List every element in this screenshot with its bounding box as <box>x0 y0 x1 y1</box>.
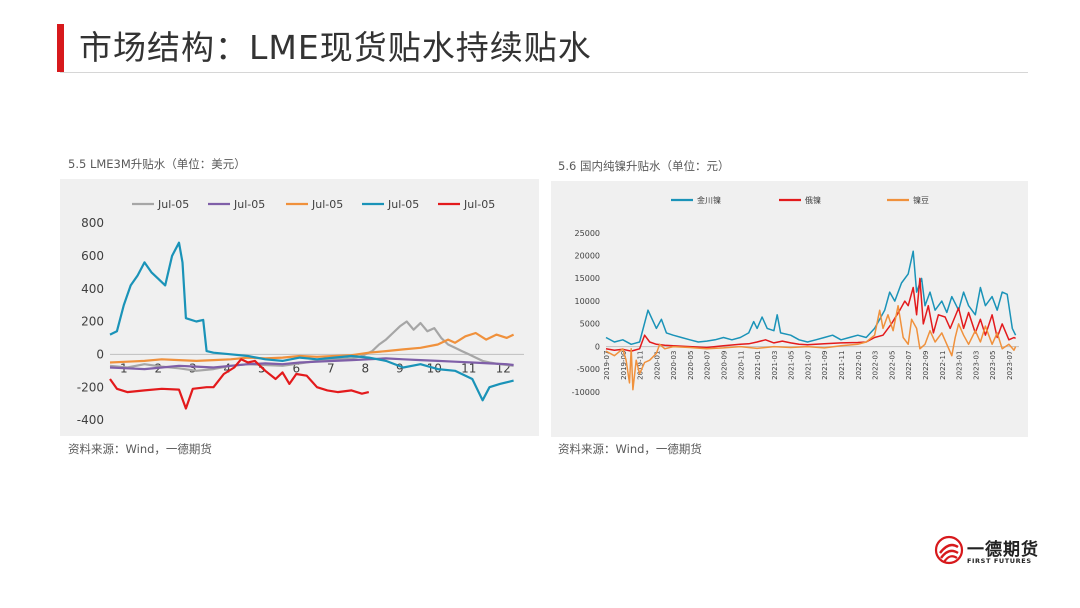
chart2-x-tick-label: 2019-11 <box>637 351 645 380</box>
chart2-panel: -10000 -5000 0 5000 10000 15000 20000 25000 2019… <box>551 181 1028 437</box>
chart2-x-tick-label: 2019-07 <box>603 351 611 380</box>
chart2-x-tick-label: 2020-03 <box>670 351 678 380</box>
chart1-y-tick-label: 600 <box>81 249 104 263</box>
chart2-x-tick-label: 2020-05 <box>687 351 695 380</box>
chart1-y-tick-label: 400 <box>81 282 104 296</box>
chart1-panel: -400 -200 0 200 400 600 800 1 2 3 4 5 6 7 8 9 10 11 12 Jul-… <box>60 179 539 436</box>
chart1-x-tick-label: 7 <box>327 361 335 375</box>
chart2-y-tick-label: 0 <box>595 342 600 351</box>
chart1-x-tick-label: 6 <box>292 361 300 375</box>
chart2-legend-label: 俄镍 <box>805 195 821 205</box>
chart1-series-line <box>109 331 515 364</box>
chart2-x-tick-label: 2023-01 <box>956 351 964 380</box>
page-title: 市场结构：LME现货贴水持续贴水 <box>79 28 592 67</box>
chart2-x-tick-label: 2022-01 <box>855 351 863 380</box>
chart2-y-tick-label: 10000 <box>575 297 600 306</box>
chart1-x-tick-label: 8 <box>361 361 369 375</box>
chart2-x-tick-label: 2020-11 <box>737 351 745 380</box>
chart1-y-tick-label: 800 <box>81 216 104 230</box>
chart1-series-line <box>109 241 514 402</box>
chart2-x-tick-label: 2020-09 <box>721 351 729 380</box>
chart2-x-tick-label: 2022-11 <box>939 351 947 380</box>
chart2-x-tick-label: 2021-09 <box>821 351 829 380</box>
chart2-x-tick-label: 2022-07 <box>905 351 913 380</box>
chart2-svg: -10000 -5000 0 5000 10000 15000 20000 25000 2019… <box>572 195 1019 397</box>
chart1-legend-label: Jul-05 <box>233 198 265 211</box>
chart2-series-line <box>605 277 1016 352</box>
chart1-series-line <box>109 358 370 410</box>
chart2-x-tick-label: 2021-05 <box>788 351 796 380</box>
chart2-x-tick-label: 2022-05 <box>888 351 896 380</box>
chart1-y-tick-label: -200 <box>77 380 104 394</box>
chart2-y-tick-label: -10000 <box>572 388 600 397</box>
chart1-legend-label: Jul-05 <box>157 198 189 211</box>
chart1-x-tick-label: 9 <box>396 361 404 375</box>
chart1-legend-label: Jul-05 <box>463 198 495 211</box>
chart2-x-tick-label: 2023-03 <box>972 351 980 380</box>
title-divider <box>60 72 1028 73</box>
chart1-y-tick-label: -400 <box>77 413 104 427</box>
company-logo: 一德期货 FIRST FUTURES <box>934 533 1044 569</box>
chart2-legend-label: 镍豆 <box>913 195 929 205</box>
chart2-y-tick-label: 5000 <box>580 320 600 329</box>
chart1-legend-label: Jul-05 <box>387 198 419 211</box>
chart2-x-tick-label: 2022-03 <box>872 351 880 380</box>
chart2-y-tick-label: 20000 <box>575 252 600 261</box>
chart2-series-line <box>605 304 1017 391</box>
chart2-x-tick-label: 2019-09 <box>620 351 628 380</box>
chart1-y-tick-label: 0 <box>96 348 104 362</box>
chart2-x-tick-label: 2021-07 <box>804 351 812 380</box>
chart2-x-tick-label: 2021-01 <box>754 351 762 380</box>
chart2-x-tick-label: 2021-03 <box>771 351 779 380</box>
chart2-source: 资料来源：Wind，一德期货 <box>558 442 702 456</box>
chart2-y-tick-label: 15000 <box>575 274 600 283</box>
chart2-y-tick-label: 25000 <box>575 229 600 238</box>
chart1-y-tick-label: 200 <box>81 315 104 329</box>
chart1-x-tick-label: 4 <box>223 361 231 375</box>
chart2-x-tick-label: 2022-09 <box>922 351 930 380</box>
logo-name: 一德期货 <box>967 540 1039 560</box>
chart1-series-line <box>109 320 514 372</box>
title-accent-bar <box>57 24 64 72</box>
chart2-legend-label: 金川镍 <box>697 195 721 205</box>
first-futures-logo-icon <box>934 535 964 565</box>
chart1-x-tick-label: 3 <box>189 361 197 375</box>
chart1-series-line <box>109 357 514 371</box>
chart1-caption: 5.5 LME3M升贴水（单位：美元） <box>68 157 246 171</box>
chart2-y-tick-label: -5000 <box>577 365 600 374</box>
chart1-legend-label: Jul-05 <box>311 198 343 211</box>
chart1-x-tick-label: 11 <box>461 361 476 375</box>
chart1-source: 资料来源：Wind，一德期货 <box>68 442 212 456</box>
chart2-x-tick-label: 2023-05 <box>989 351 997 380</box>
chart2-x-tick-label: 2023-07 <box>1006 351 1014 380</box>
chart2-x-tick-label: 2021-11 <box>838 351 846 380</box>
chart2-caption: 5.6 国内纯镍升贴水（单位：元） <box>558 159 730 173</box>
chart2-x-tick-label: 2020-07 <box>704 351 712 380</box>
logo-subtitle: FIRST FUTURES <box>967 557 1032 565</box>
chart2-series-line <box>605 250 1017 346</box>
chart2-x-tick-label: 2020-01 <box>653 351 661 380</box>
